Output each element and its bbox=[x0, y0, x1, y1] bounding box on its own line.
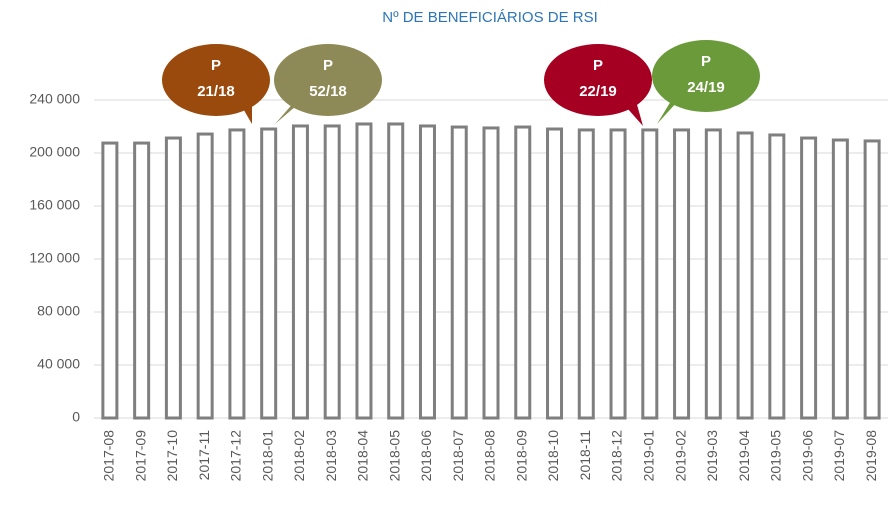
annotation-text: P bbox=[701, 53, 711, 70]
annotation-text: 24/19 bbox=[687, 79, 725, 96]
x-tick-label: 2017-08 bbox=[101, 430, 117, 482]
bar bbox=[291, 124, 309, 420]
bar bbox=[768, 133, 786, 420]
x-tick-label: 2017-11 bbox=[196, 430, 212, 481]
bar bbox=[450, 125, 468, 420]
bar bbox=[514, 125, 532, 420]
x-tick-label: 2018-01 bbox=[259, 430, 275, 482]
bar bbox=[609, 128, 627, 420]
bar bbox=[800, 136, 818, 420]
bar bbox=[323, 124, 341, 420]
annotation-bubble: P 52/18 bbox=[274, 44, 382, 124]
x-tick-label: 2018-12 bbox=[609, 430, 625, 482]
x-tick-label: 2017-12 bbox=[228, 430, 244, 482]
annotation-text: 21/18 bbox=[197, 83, 235, 100]
x-tick-label: 2017-09 bbox=[132, 430, 148, 482]
bubble bbox=[162, 44, 270, 116]
y-tick-label: 0 bbox=[72, 409, 80, 425]
bubble bbox=[274, 44, 382, 116]
x-tick-label: 2018-09 bbox=[513, 430, 529, 482]
x-tick-label: 2019-08 bbox=[863, 430, 879, 482]
x-tick-label: 2019-04 bbox=[736, 430, 752, 482]
bar bbox=[196, 132, 214, 420]
y-tick-label: 120 000 bbox=[29, 250, 80, 266]
bar bbox=[863, 139, 881, 420]
x-tick-label: 2017-10 bbox=[164, 430, 180, 482]
bubble bbox=[652, 40, 760, 112]
annotation-text: P bbox=[593, 57, 603, 74]
x-tick-label: 2018-05 bbox=[386, 430, 402, 482]
bar bbox=[228, 128, 246, 420]
x-tick-label: 2018-06 bbox=[418, 430, 434, 482]
bar bbox=[101, 141, 119, 420]
bubble bbox=[544, 44, 652, 116]
annotation-text: P bbox=[323, 57, 333, 74]
bar bbox=[831, 138, 849, 420]
bar bbox=[546, 127, 564, 420]
x-tick-label: 2019-01 bbox=[641, 430, 657, 482]
annotation-bubble: P 24/19 bbox=[652, 40, 760, 124]
bar bbox=[704, 128, 722, 420]
annotation-bubble: P 22/19 bbox=[544, 44, 652, 126]
bar bbox=[482, 126, 500, 420]
x-tick-label: 2018-07 bbox=[450, 430, 466, 482]
x-tick-label: 2019-02 bbox=[672, 430, 688, 482]
bar bbox=[355, 122, 373, 420]
bar bbox=[736, 131, 754, 420]
bar bbox=[418, 124, 436, 420]
x-tick-label: 2018-04 bbox=[355, 430, 371, 482]
bar bbox=[641, 128, 659, 420]
y-tick-label: 160 000 bbox=[29, 197, 80, 213]
chart-title: Nº DE BENEFICIÁRIOS DE RSI bbox=[382, 9, 598, 26]
annotation-text: 52/18 bbox=[309, 83, 347, 100]
x-tick-label: 2018-11 bbox=[577, 430, 593, 481]
bar bbox=[133, 141, 151, 420]
bar bbox=[164, 136, 182, 420]
x-tick-label: 2018-10 bbox=[545, 430, 561, 482]
x-tick-label: 2018-02 bbox=[291, 430, 307, 482]
bar bbox=[387, 122, 405, 420]
annotation-text: 22/19 bbox=[579, 83, 617, 100]
bar bbox=[260, 127, 278, 420]
x-tick-label: 2019-06 bbox=[799, 430, 815, 482]
annotation-bubble: P 21/18 bbox=[162, 44, 270, 124]
y-tick-label: 200 000 bbox=[29, 144, 80, 160]
x-tick-label: 2019-03 bbox=[704, 430, 720, 482]
x-tick-label: 2018-08 bbox=[482, 430, 498, 482]
y-tick-label: 80 000 bbox=[37, 303, 80, 319]
bar bbox=[673, 128, 691, 420]
annotation-text: P bbox=[211, 57, 221, 74]
x-tick-label: 2019-07 bbox=[831, 430, 847, 482]
y-tick-label: 240 000 bbox=[29, 91, 80, 107]
x-tick-label: 2019-05 bbox=[768, 430, 784, 482]
y-tick-label: 40 000 bbox=[37, 356, 80, 372]
x-tick-label: 2018-03 bbox=[323, 430, 339, 482]
bar bbox=[577, 128, 595, 420]
